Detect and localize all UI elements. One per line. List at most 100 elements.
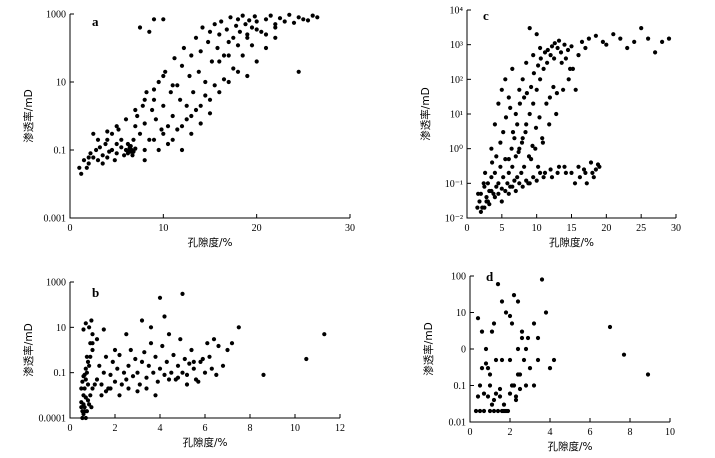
data-point-a: [77, 165, 82, 170]
x-tick-label-d: 6: [588, 427, 593, 438]
data-point-a: [123, 117, 129, 122]
y-tick-label-c: 10⁰: [449, 144, 463, 155]
data-point-a: [178, 97, 183, 102]
data-point-c: [496, 181, 501, 186]
data-point-d: [497, 386, 503, 392]
data-point-c: [562, 42, 567, 47]
data-point-a: [184, 117, 189, 122]
data-point-a: [252, 14, 257, 19]
data-point-d: [493, 391, 499, 396]
data-point-b: [99, 393, 104, 398]
data-point-a: [170, 83, 175, 88]
data-point-a: [161, 103, 166, 108]
y-tick-label-b: 1000: [46, 278, 66, 289]
data-point-c: [510, 184, 515, 189]
data-point-c: [484, 199, 489, 204]
data-point-b: [184, 382, 190, 387]
data-point-c: [485, 181, 490, 186]
data-point-c: [506, 157, 511, 162]
data-point-c: [484, 195, 489, 200]
data-point-c: [547, 95, 553, 100]
data-point-a: [282, 19, 287, 24]
data-point-b: [157, 295, 163, 300]
data-point-a: [198, 49, 203, 54]
data-point-d: [515, 372, 521, 377]
data-point-c: [600, 39, 606, 45]
data-point-b: [304, 356, 309, 362]
data-point-a: [231, 35, 236, 40]
data-point-d: [493, 357, 499, 363]
data-point-c: [496, 191, 501, 196]
data-point-d: [495, 408, 501, 414]
data-point-a: [234, 23, 239, 28]
data-point-d: [515, 346, 521, 352]
data-point-b: [82, 386, 87, 391]
data-point-b: [155, 379, 160, 384]
data-point-c: [646, 36, 651, 41]
data-point-a: [203, 93, 208, 98]
data-point-d: [621, 352, 627, 357]
data-point-a: [128, 144, 133, 149]
data-point-c: [519, 140, 525, 145]
data-point-a: [119, 137, 124, 142]
data-point-d: [515, 299, 521, 304]
data-point-a: [263, 32, 269, 37]
data-point-b: [90, 332, 95, 337]
data-point-c: [573, 87, 578, 92]
data-point-a: [105, 155, 110, 160]
data-point-b: [148, 341, 154, 346]
x-tick-label-a: 20: [252, 223, 262, 234]
data-point-a: [228, 15, 233, 20]
data-point-a: [133, 124, 138, 129]
data-point-c: [492, 122, 497, 127]
data-point-c: [611, 32, 616, 37]
data-point-a: [219, 19, 224, 24]
data-point-a: [147, 137, 152, 142]
data-point-c: [516, 149, 521, 155]
data-point-b: [101, 327, 106, 332]
data-point-c: [477, 199, 482, 204]
data-point-b: [160, 343, 165, 349]
data-point-d: [509, 383, 515, 388]
y-tick-label-c: 10¹: [450, 110, 463, 121]
data-point-c: [549, 44, 555, 49]
data-point-a: [254, 27, 259, 32]
data-point-a: [159, 127, 164, 132]
data-point-a: [245, 35, 250, 40]
data-point-c: [541, 175, 546, 180]
data-point-a: [240, 13, 245, 18]
data-point-b: [110, 359, 115, 364]
data-point-b: [126, 386, 131, 391]
data-point-c: [496, 101, 501, 106]
data-point-a: [203, 79, 208, 85]
data-point-b: [82, 409, 87, 414]
data-point-b: [184, 372, 190, 377]
data-point-c: [554, 91, 560, 96]
data-point-c: [591, 175, 596, 180]
data-point-c: [519, 170, 524, 175]
data-point-b: [85, 382, 91, 387]
chart-panel-b: 0 2 4 6 8 10 12 0.0001 0.1 10 1000 孔隙度/% 渗透率/mD b: [22, 278, 345, 450]
data-point-c: [595, 162, 601, 167]
data-point-a: [273, 35, 278, 40]
data-point-b: [202, 370, 208, 375]
data-point-a: [263, 45, 269, 51]
data-point-a: [116, 127, 121, 132]
data-point-c: [540, 136, 545, 141]
data-point-a: [151, 87, 157, 92]
data-point-a: [247, 18, 252, 23]
data-point-c: [563, 170, 569, 175]
data-point-c: [558, 50, 564, 55]
data-point-c: [538, 56, 543, 61]
x-tick-label-c: 25: [636, 223, 646, 234]
data-point-a: [142, 147, 147, 153]
data-point-c: [545, 60, 550, 65]
x-tick-label-d: 0: [468, 427, 473, 438]
data-point-c: [517, 181, 522, 186]
data-point-a: [187, 73, 192, 79]
data-point-b: [178, 337, 183, 342]
data-point-a: [161, 73, 166, 79]
data-point-a: [184, 103, 189, 108]
data-point-a: [168, 90, 173, 95]
data-point-b: [81, 327, 86, 332]
